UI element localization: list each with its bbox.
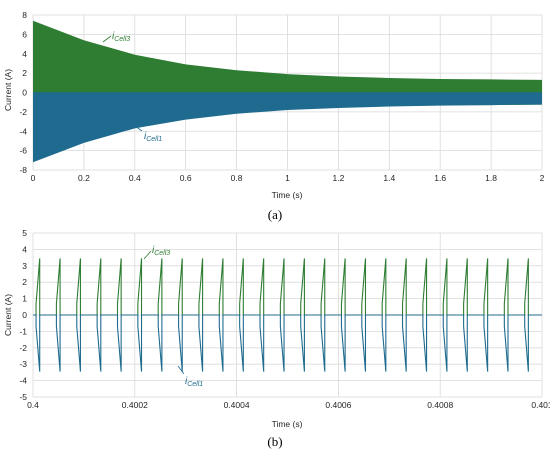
x-tick-label: 0.4006: [325, 400, 351, 410]
y-tick-label: 4: [22, 49, 27, 59]
x-tick-label: 1.4: [383, 173, 395, 183]
chart-a-grid: [32, 14, 543, 171]
x-tick-label: 0.4002: [122, 400, 148, 410]
y-tick-label: -1: [19, 326, 27, 336]
chart-a-cell1-label: iCell1: [144, 131, 162, 143]
area-i-cell1: [33, 92, 542, 163]
x-tick-label: 1: [285, 173, 290, 183]
chart-b-y-ticks: 5 4 3 2 1 0 -1 -2 -3 -4 -5: [19, 228, 27, 402]
y-tick-label: -4: [19, 126, 27, 136]
x-tick-label: 0.2: [78, 173, 90, 183]
chart-a-areas: [33, 20, 542, 163]
chart-a-cell3-label: iCell3: [112, 31, 130, 43]
x-tick-label: 1.6: [434, 173, 446, 183]
y-tick-label: -6: [19, 146, 27, 156]
x-tick-label: 0: [31, 173, 36, 183]
chart-b-caption: (b): [267, 434, 282, 449]
y-tick-label: -3: [19, 359, 27, 369]
chart-b-cell1-leader: [177, 365, 185, 375]
chart-b-y-axis-label: Current (A): [3, 294, 13, 336]
x-tick-label: 1.2: [332, 173, 344, 183]
chart-a: 8 6 4 2 0 -2 -4 -6 -8 0 0.2 0.4 0.6 0.8 1 1.2 1.4 1.6 1.8…: [3, 10, 545, 222]
x-tick-label: 0.401: [531, 400, 550, 410]
x-tick-label: 0.8: [231, 173, 243, 183]
y-tick-label: -2: [19, 343, 27, 353]
chart-b-cell1-label: iCell1: [185, 376, 203, 388]
x-tick-label: 0.4: [129, 173, 141, 183]
y-tick-label: -2: [19, 107, 27, 117]
x-tick-label: 1.8: [485, 173, 497, 183]
y-tick-label: 2: [22, 68, 27, 78]
y-tick-label: 1: [22, 294, 27, 304]
line-i-cell1: [33, 314, 542, 372]
x-tick-label: 0.6: [180, 173, 192, 183]
y-tick-label: -4: [19, 376, 27, 386]
chart-a-cell1-leader: [131, 123, 143, 132]
chart-b-cell3-leader: [143, 250, 152, 260]
chart-a-x-ticks: 0 0.2 0.4 0.6 0.8 1 1.2 1.4 1.6 1.8 2: [31, 173, 545, 183]
chart-a-caption: (a): [268, 207, 282, 222]
chart-a-x-axis-label: Time (s): [272, 190, 303, 200]
y-tick-label: 8: [22, 10, 27, 20]
y-tick-label: 5: [22, 228, 27, 238]
y-tick-label: 4: [22, 244, 27, 254]
chart-a-y-ticks: 8 6 4 2 0 -2 -4 -6 -8: [19, 10, 27, 175]
chart-a-cell3-leader: [102, 35, 112, 43]
chart-b-x-ticks: 0.4 0.4002 0.4004 0.4006 0.4008 0.401: [27, 400, 550, 410]
y-tick-label: 2: [22, 277, 27, 287]
area-i-cell3: [33, 20, 542, 109]
chart-a-y-axis-label: Current (A): [3, 69, 13, 111]
y-tick-label: -5: [19, 392, 27, 402]
line-i-cell3: [33, 258, 542, 316]
chart-b-x-axis-label: Time (s): [272, 419, 303, 429]
x-tick-label: 2: [540, 173, 545, 183]
x-tick-label: 0.4: [27, 400, 39, 410]
x-tick-label: 0.4008: [427, 400, 453, 410]
y-tick-label: 6: [22, 29, 27, 39]
y-tick-label: 3: [22, 261, 27, 271]
chart-b-lines: [33, 258, 542, 372]
y-tick-label: 0: [22, 88, 27, 98]
y-tick-label: 0: [22, 310, 27, 320]
chart-b-cell3-label: iCell3: [152, 245, 170, 257]
y-tick-label: -8: [19, 165, 27, 175]
x-tick-label: 0.4004: [224, 400, 250, 410]
